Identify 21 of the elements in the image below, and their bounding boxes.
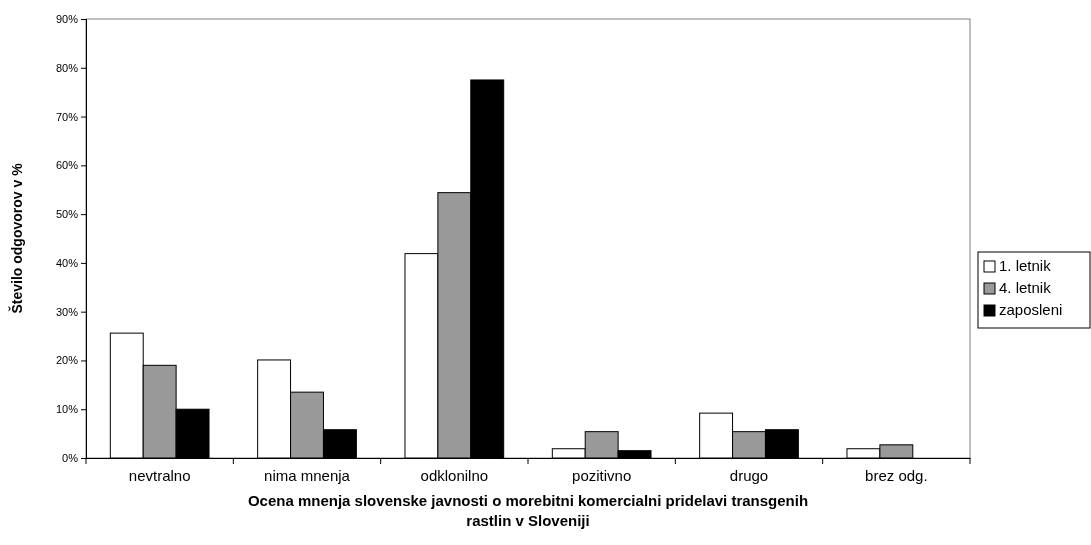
x-axis-title: Ocena mnenja slovenske javnosti o morebitni komercialni pridelavi transgenih rastlin v Sloveniji — [247, 492, 809, 529]
y-tick-label: 50% — [55, 208, 79, 221]
x-tick-label: pozitivno — [572, 466, 632, 484]
y-tick-label: 30% — [55, 305, 79, 318]
y-tick-label: 10% — [55, 403, 79, 416]
legend-label: zaposleni — [999, 301, 1063, 318]
x-tick-label: brez odg. — [865, 466, 928, 484]
x-tick-label: drugo — [729, 466, 769, 484]
y-tick-label: 60% — [55, 159, 79, 172]
y-tick-label: 40% — [55, 256, 79, 269]
y-tick-label: 90% — [55, 13, 79, 26]
legend-label: 1. letnik — [999, 257, 1052, 274]
x-tick-label: nevtralno — [128, 466, 191, 484]
y-tick-label: 80% — [55, 61, 79, 74]
x-tick-label: odklonilno — [420, 466, 489, 484]
legend-label: 4. letnik — [999, 279, 1052, 296]
y-tick-label: 0% — [62, 452, 79, 465]
x-tick-label: nima mnenja — [264, 466, 351, 484]
y-tick-label: 20% — [55, 354, 79, 367]
y-tick-label: 70% — [55, 110, 79, 123]
y-axis-title: Število odgovorov v % — [8, 162, 25, 314]
